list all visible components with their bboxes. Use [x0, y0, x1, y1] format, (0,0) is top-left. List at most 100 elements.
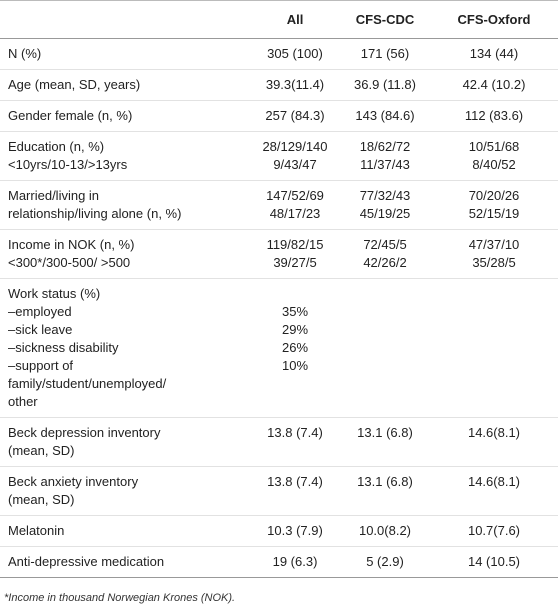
- value-line: 13.1 (6.8): [357, 425, 413, 440]
- value-cell: 70/20/26 52/15/19: [430, 187, 558, 223]
- label-line: Anti-depressive medication: [8, 554, 165, 569]
- row-label: Gender female (n, %): [0, 107, 250, 125]
- value-line: 112 (83.6): [464, 108, 524, 123]
- row-label: Income in NOK (n, %) <300*/300-500/ >500: [0, 236, 250, 272]
- value-cell: [340, 285, 430, 411]
- value-cell: 305 (100): [250, 45, 340, 63]
- value-line: 10/51/68: [468, 139, 520, 154]
- value-cell: 13.8 (7.4): [250, 424, 340, 460]
- label-line: <300*/300-500/ >500: [8, 255, 131, 270]
- header-cell: CFS-CDC: [355, 12, 415, 27]
- value-line: 11/37/43: [360, 157, 410, 172]
- label-line: (mean, SD): [8, 443, 75, 458]
- value-line: 36.9 (11.8): [354, 77, 416, 92]
- value-line: 39/27/5: [273, 255, 317, 270]
- value-line: 143 (84.6): [355, 108, 415, 123]
- label-line: N (%): [8, 46, 42, 61]
- value-cell: 5 (2.9): [340, 553, 430, 571]
- row-label: Education (n, %) <10yrs/10-13/>13yrs: [0, 138, 250, 174]
- header-cell: CFS-Oxford: [457, 12, 531, 27]
- table-row: Beck anxiety inventory (mean, SD) 13.8 (7.…: [0, 467, 558, 516]
- label-line: Age (mean, SD, years): [8, 77, 141, 92]
- value-cell: 14.6(8.1): [430, 473, 558, 509]
- value-line: 9/43/47: [273, 157, 317, 172]
- value-cell: 77/32/43 45/19/25: [340, 187, 430, 223]
- value-line: 13.8 (7.4): [267, 425, 323, 440]
- value-cell: 36.9 (11.8): [340, 76, 430, 94]
- label-line: –sickness disability: [8, 340, 119, 355]
- table-row: Melatonin 10.3 (7.9) 10.0(8.2) 10.7(7.6): [0, 516, 558, 547]
- value-line: 8/40/52: [472, 157, 516, 172]
- row-label: Age (mean, SD, years): [0, 76, 250, 94]
- value-line: 26%: [281, 340, 309, 355]
- row-label: Married/living in relationship/living alo…: [0, 187, 250, 223]
- label-line: family/student/unemployed/: [8, 376, 167, 391]
- label-line: Melatonin: [8, 523, 65, 538]
- value-cell: 19 (6.3): [250, 553, 340, 571]
- value-cell: 10.3 (7.9): [250, 522, 340, 540]
- blank-line: [250, 285, 340, 303]
- value-line: 10.7(7.6): [467, 523, 521, 538]
- value-cell: 171 (56): [340, 45, 430, 63]
- value-cell: 13.8 (7.4): [250, 473, 340, 509]
- header-cell: [0, 11, 250, 29]
- label-line: Gender female (n, %): [8, 108, 133, 123]
- table-row: Age (mean, SD, years) 39.3(11.4) 36.9 (11.…: [0, 70, 558, 101]
- table-row: Education (n, %) <10yrs/10-13/>13yrs 28/12…: [0, 132, 558, 181]
- value-cell: 14.6(8.1): [430, 424, 558, 460]
- value-line: 134 (44): [469, 46, 519, 61]
- value-line: 13.8 (7.4): [267, 474, 323, 489]
- value-line: 70/20/26: [468, 188, 520, 203]
- table-row: N (%) 305 (100) 171 (56) 134 (44): [0, 39, 558, 70]
- value-cell: 10.7(7.6): [430, 522, 558, 540]
- label-line: <10yrs/10-13/>13yrs: [8, 157, 128, 172]
- value-line: 13.1 (6.8): [357, 474, 413, 489]
- value-cell: 134 (44): [430, 45, 558, 63]
- value-line: 19 (6.3): [272, 554, 318, 569]
- value-line: 28/129/140: [262, 139, 328, 154]
- value-cell: 112 (83.6): [430, 107, 558, 125]
- value-line: 42.4 (10.2): [462, 77, 526, 92]
- value-cell: 18/62/72 11/37/43: [340, 138, 430, 174]
- label-line: –employed: [8, 304, 72, 319]
- table-row: Income in NOK (n, %) <300*/300-500/ >500 1…: [0, 230, 558, 279]
- value-cell: 143 (84.6): [340, 107, 430, 125]
- value-line: 48/17/23: [269, 206, 321, 221]
- value-line: 5 (2.9): [366, 554, 404, 569]
- table: All CFS-CDC CFS-Oxford N (%) 305 (100) 171 (5…: [0, 0, 558, 578]
- value-line: 29%: [281, 322, 309, 337]
- value-line: 119/82/15: [266, 237, 324, 252]
- table-row: Beck depression inventory (mean, SD) 13.8 …: [0, 418, 558, 467]
- label-line: Beck anxiety inventory: [8, 474, 139, 489]
- label-line: Income in NOK (n, %): [8, 237, 135, 252]
- value-line: 14.6(8.1): [467, 474, 521, 489]
- value-line: 77/32/43: [359, 188, 411, 203]
- value-line: 14.6(8.1): [467, 425, 521, 440]
- value-line: 42/26/2: [363, 255, 407, 270]
- value-line: 39.3(11.4): [265, 77, 325, 92]
- value-line: 18/62/72: [359, 139, 411, 154]
- value-line: 171 (56): [360, 46, 410, 61]
- label-line: Education (n, %): [8, 139, 105, 154]
- table-row: Married/living in relationship/living alo…: [0, 181, 558, 230]
- table-row: Anti-depressive medication 19 (6.3) 5 (2.9…: [0, 547, 558, 578]
- value-cell: 28/129/140 9/43/47: [250, 138, 340, 174]
- label-line: relationship/living alone (n, %): [8, 206, 182, 221]
- value-line: 45/19/25: [359, 206, 411, 221]
- value-cell: 35% 29% 26% 10%: [250, 285, 340, 411]
- row-label: Beck anxiety inventory (mean, SD): [0, 473, 250, 509]
- value-line: 47/37/10: [468, 237, 520, 252]
- value-cell: [430, 285, 558, 411]
- value-cell: 13.1 (6.8): [340, 424, 430, 460]
- header-cell: All: [286, 12, 304, 27]
- value-line: 147/52/69: [266, 188, 324, 203]
- value-line: 10.3 (7.9): [267, 523, 323, 538]
- value-line: 52/15/19: [468, 206, 520, 221]
- value-cell: 72/45/5 42/26/2: [340, 236, 430, 272]
- row-label: Work status (%) –employed –sick leave –sick…: [0, 285, 250, 411]
- label-line: other: [8, 394, 38, 409]
- value-cell: 119/82/15 39/27/5: [250, 236, 340, 272]
- value-cell: 39.3(11.4): [250, 76, 340, 94]
- value-cell: 257 (84.3): [250, 107, 340, 125]
